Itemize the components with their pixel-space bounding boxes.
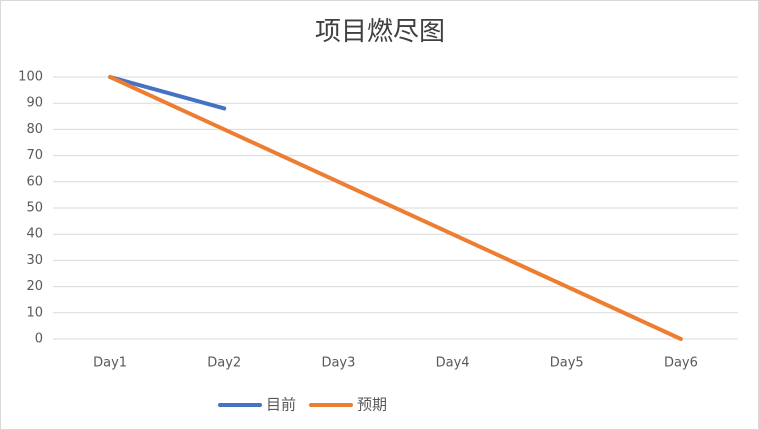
y-tick-label: 30 <box>26 253 43 268</box>
y-tick-label: 40 <box>26 227 43 242</box>
x-tick-label: Day3 <box>321 356 355 371</box>
chart-title: 项目燃尽图 <box>315 17 445 47</box>
y-tick-label: 70 <box>26 148 43 163</box>
x-tick-label: Day1 <box>93 356 127 371</box>
series-line <box>108 75 227 111</box>
y-tick-label: 100 <box>18 70 43 85</box>
x-tick-label: Day4 <box>436 356 470 371</box>
series-line <box>108 75 683 341</box>
x-tick-label: Day5 <box>550 356 584 371</box>
legend-label: 目前 <box>266 396 296 414</box>
legend-label: 预期 <box>357 396 387 414</box>
y-tick-label: 80 <box>26 122 43 137</box>
x-tick-label: Day6 <box>664 356 698 371</box>
y-tick-label: 90 <box>26 96 43 111</box>
y-tick-label: 20 <box>26 279 43 294</box>
y-tick-label: 50 <box>26 201 43 216</box>
y-tick-label: 10 <box>26 305 43 320</box>
x-tick-label: Day2 <box>207 356 241 371</box>
y-tick-label: 0 <box>35 332 43 347</box>
y-tick-label: 60 <box>26 174 43 189</box>
